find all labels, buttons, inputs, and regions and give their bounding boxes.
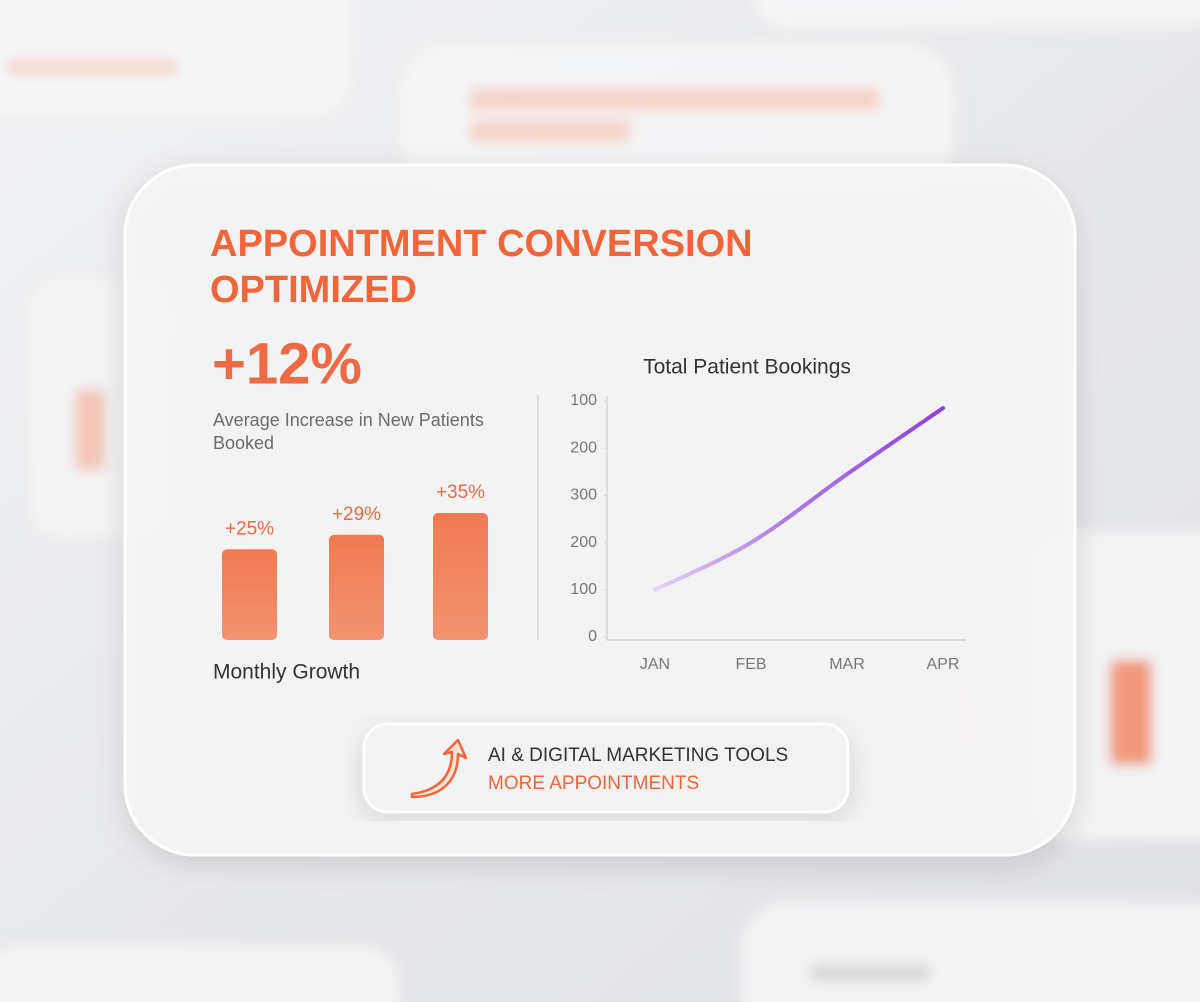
stat-label: Booked [213,433,274,453]
bar [329,534,384,640]
arrow-icon [410,738,468,799]
value-label: +25% [225,518,274,539]
y-tick-label: 100 [570,392,597,409]
chart-title: Total Patient Bookings [643,356,851,379]
title: APPOINTMENT CONVERSION [210,223,753,265]
cta-text: MORE APPOINTMENTS [488,773,699,794]
x-tick-label: FEB [735,656,766,673]
x-tick-label: APR [927,656,960,673]
bar [222,549,277,640]
y-tick-label: 300 [570,487,597,504]
y-tick-label: 100 [570,581,597,598]
y-tick-label: 200 [570,439,597,456]
stat: +12% [212,331,362,396]
stat-label: Average Increase in New Patients [213,410,484,430]
x-tick-label: MAR [829,656,865,673]
cta-box[interactable] [362,722,850,814]
bar [433,513,488,640]
cta-text: AI & DIGITAL MARKETING TOOLS [488,745,788,766]
x-tick-label: JAN [640,656,670,673]
y-tick-label: 0 [588,628,597,645]
main-card [123,163,1077,857]
x-axis-label: Monthly Growth [213,661,360,684]
value-label: +29% [332,504,381,525]
y-tick-label: 200 [570,534,597,551]
line-series [653,406,945,592]
title: OPTIMIZED [210,269,417,311]
value-label: +35% [436,482,485,503]
